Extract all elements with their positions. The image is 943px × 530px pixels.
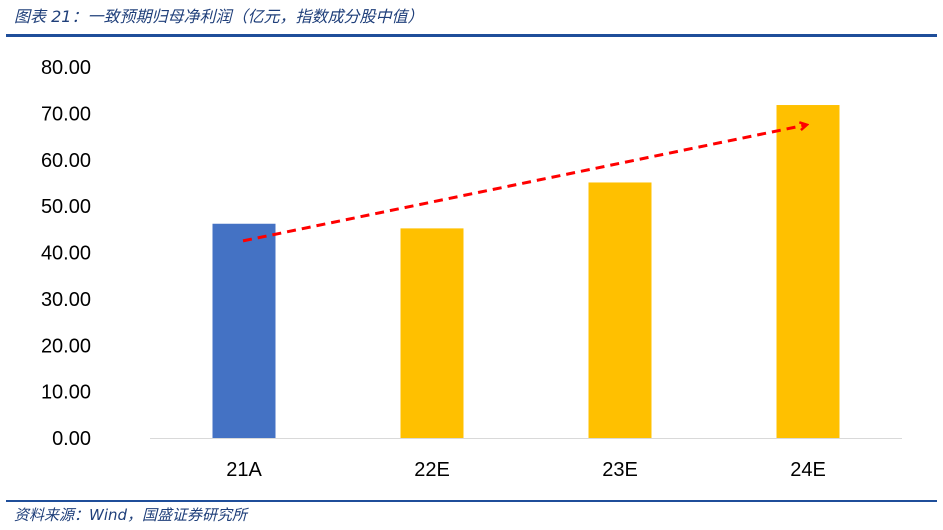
bottom-rule: [6, 500, 937, 502]
bar-23e: [588, 182, 652, 438]
x-tick-label: 24E: [790, 459, 826, 481]
x-tick-label: 23E: [602, 459, 638, 481]
y-tick-label: 80.00: [41, 57, 91, 79]
top-rule: [6, 34, 937, 37]
bars: [212, 105, 840, 438]
figure-title: 图表 21：一致预期归母净利润（亿元，指数成分股中值）: [14, 7, 424, 26]
y-tick-label: 20.00: [41, 335, 91, 357]
bar-22e: [400, 228, 464, 438]
y-axis-ticks: 0.00 10.00 20.00 30.00 40.00 50.00 60.00 70.00 8…: [41, 57, 91, 450]
bar-21a: [212, 223, 276, 438]
y-tick-label: 60.00: [41, 150, 91, 172]
source-note: 资料来源：Wind，国盛证券研究所: [14, 506, 248, 524]
trend-arrow: [242, 125, 806, 243]
x-tick-label: 21A: [226, 459, 262, 481]
y-tick-label: 70.00: [41, 103, 91, 125]
y-tick-label: 10.00: [41, 382, 91, 404]
y-tick-label: 30.00: [41, 289, 91, 311]
y-tick-label: 50.00: [41, 196, 91, 218]
x-tick-label: 22E: [414, 459, 450, 481]
y-tick-label: 40.00: [41, 243, 91, 265]
x-axis-ticks: 21A 22E 23E 24E: [226, 459, 826, 481]
bar-24e: [776, 105, 840, 438]
y-tick-label: 0.00: [52, 428, 91, 450]
